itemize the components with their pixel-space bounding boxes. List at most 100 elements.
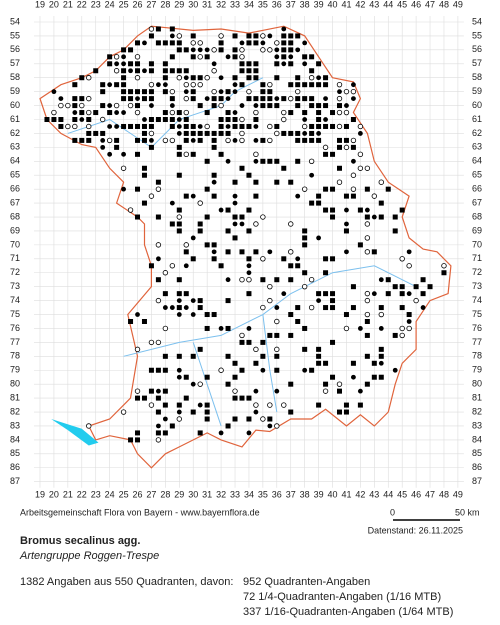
symbol-dot <box>260 367 266 373</box>
symbol-square <box>176 151 182 157</box>
symbol-dot <box>142 117 147 122</box>
y-label: 67 <box>10 197 20 207</box>
symbol-ring <box>86 423 92 429</box>
x-label: 19 <box>35 489 45 499</box>
x-label: 29 <box>174 0 184 9</box>
symbol-ring <box>295 88 301 95</box>
x-label: 24 <box>105 489 115 499</box>
y-label: 73 <box>10 281 20 291</box>
symbol-ring <box>162 325 169 332</box>
y-label: 60 <box>472 100 482 110</box>
symbol-ring <box>183 81 189 88</box>
symbol-square <box>274 123 280 129</box>
symbol-ring <box>350 186 357 192</box>
y-label: 68 <box>472 211 482 221</box>
symbol-square <box>190 123 196 129</box>
symbol-ring <box>274 40 280 46</box>
symbol-square <box>378 346 384 352</box>
symbol-dot <box>267 423 273 429</box>
symbol-dot <box>58 96 64 102</box>
symbol-ring <box>190 40 196 46</box>
symbol-square <box>218 151 224 157</box>
symbol-ring <box>134 388 141 394</box>
symbol-square <box>323 305 329 311</box>
symbol-square <box>336 165 342 171</box>
symbol-square <box>392 228 398 234</box>
symbol-square <box>148 117 154 123</box>
date: Datenstand: 26.11.2025 <box>368 525 463 535</box>
symbol-dot <box>156 256 161 262</box>
symbol-square <box>413 284 419 290</box>
x-label: 26 <box>133 489 143 499</box>
symbol-square <box>253 179 259 185</box>
symbol-square <box>176 47 182 53</box>
symbol-square <box>155 117 161 123</box>
symbol-square <box>246 68 252 74</box>
symbol-square <box>316 200 322 206</box>
symbol-ring <box>65 102 71 109</box>
symbol-square <box>330 207 336 213</box>
symbol-square <box>357 207 363 213</box>
symbol-dot <box>246 270 252 276</box>
symbol-ring <box>176 33 182 39</box>
x-label: 30 <box>188 489 198 499</box>
symbol-square <box>204 402 210 408</box>
y-label: 74 <box>472 295 482 305</box>
symbol-square <box>176 207 182 213</box>
symbol-dot <box>107 103 113 108</box>
symbol-square <box>225 89 231 95</box>
x-label: 48 <box>439 0 449 9</box>
symbol-ring <box>148 26 155 32</box>
symbol-square <box>197 75 203 81</box>
symbol-square <box>204 374 210 380</box>
symbol-ring <box>183 242 189 248</box>
symbol-ring <box>127 207 134 213</box>
symbol-dot <box>169 200 175 206</box>
symbol-square <box>330 305 336 311</box>
symbol-dot <box>176 409 182 415</box>
y-label: 82 <box>472 406 482 416</box>
symbol-square <box>371 360 377 366</box>
x-label: 20 <box>49 0 59 9</box>
symbol-square <box>232 33 238 39</box>
symbol-ring <box>246 88 252 95</box>
symbol-square <box>302 54 308 60</box>
y-label: 71 <box>472 253 482 263</box>
symbol-square <box>323 82 329 88</box>
symbol-dot <box>344 103 349 108</box>
symbol-square <box>232 47 238 53</box>
symbol-dot <box>232 89 238 95</box>
symbol-ring <box>197 381 203 387</box>
symbol-square <box>204 110 210 116</box>
symbol-square <box>274 353 280 359</box>
symbol-square <box>330 339 336 345</box>
symbol-ring <box>218 102 224 109</box>
symbol-square <box>141 123 147 129</box>
symbol-square <box>420 277 426 283</box>
symbol-dot <box>121 54 126 60</box>
symbol-ring <box>267 137 273 144</box>
symbol-square <box>197 430 203 436</box>
symbol-square <box>246 291 252 297</box>
symbol-square <box>246 61 252 67</box>
x-label: 38 <box>300 489 310 499</box>
symbol-ring <box>378 179 384 185</box>
y-label: 57 <box>10 58 20 68</box>
species-name: Bromus secalinus agg. <box>20 535 140 547</box>
y-label: 85 <box>10 448 20 458</box>
symbol-square <box>274 61 280 67</box>
symbol-square <box>176 353 182 359</box>
symbol-square <box>316 137 322 143</box>
y-label: 59 <box>472 86 482 96</box>
x-label: 37 <box>286 0 296 9</box>
symbol-ring <box>218 33 224 39</box>
y-label: 66 <box>10 184 20 194</box>
symbol-square <box>246 207 252 213</box>
symbol-ring <box>350 172 357 178</box>
symbol-dot <box>225 158 231 164</box>
symbol-dot <box>142 40 147 46</box>
symbol-ring <box>113 68 120 74</box>
symbol-square <box>260 96 266 102</box>
symbol-square <box>302 137 308 143</box>
symbol-square <box>218 40 224 46</box>
